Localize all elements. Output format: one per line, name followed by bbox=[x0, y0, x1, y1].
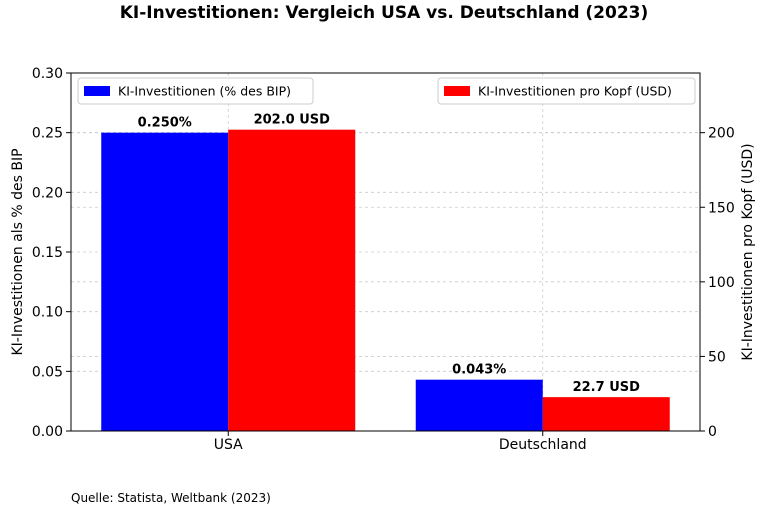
y-tick-label: 0.15 bbox=[32, 245, 63, 261]
y2-tick-label: 50 bbox=[708, 349, 726, 365]
data-label: 22.7 USD bbox=[573, 380, 641, 395]
y2-tick-label: 200 bbox=[708, 126, 735, 142]
legend-prokopf-swatch bbox=[444, 86, 470, 96]
y-tick-label: 0.05 bbox=[32, 364, 63, 380]
bar-bip bbox=[101, 132, 229, 431]
y-tick-label: 0.20 bbox=[32, 185, 63, 201]
y2-axis-title: KI-Investitionen pro Kopf (USD) bbox=[740, 143, 756, 360]
data-label: 0.250% bbox=[138, 116, 192, 131]
legend-bip-box bbox=[77, 77, 314, 105]
bar-prokopf bbox=[228, 129, 356, 431]
x-tick-label: Deutschland bbox=[499, 437, 587, 453]
legend-bip-swatch bbox=[84, 86, 110, 96]
data-label: 0.043% bbox=[452, 363, 506, 378]
data-label: 202.0 USD bbox=[254, 113, 331, 128]
plot-frame bbox=[70, 72, 701, 432]
y-tick-label: 0.30 bbox=[32, 66, 63, 82]
y2-tick-label: 100 bbox=[708, 275, 735, 291]
y-tick-label: 0.00 bbox=[32, 424, 63, 440]
bar-prokopf bbox=[542, 397, 670, 431]
legend-prokopf-box bbox=[437, 77, 696, 105]
y-axis-title: KI-Investitionen als % des BIP bbox=[10, 148, 26, 355]
y-tick-label: 0.10 bbox=[32, 305, 63, 321]
source-note: Quelle: Statista, Weltbank (2023) bbox=[71, 491, 271, 505]
x-tick-label: USA bbox=[214, 437, 243, 453]
legend-bip-label: KI-Investitionen (% des BIP) bbox=[118, 84, 291, 99]
y-tick-label: 0.25 bbox=[32, 126, 63, 142]
legend-prokopf-label: KI-Investitionen pro Kopf (USD) bbox=[478, 84, 672, 99]
y2-tick-label: 0 bbox=[708, 424, 717, 440]
chart-title: KI-Investitionen: Vergleich USA vs. Deut… bbox=[119, 3, 649, 23]
bar-bip bbox=[415, 379, 543, 431]
y2-tick-label: 150 bbox=[708, 200, 735, 216]
